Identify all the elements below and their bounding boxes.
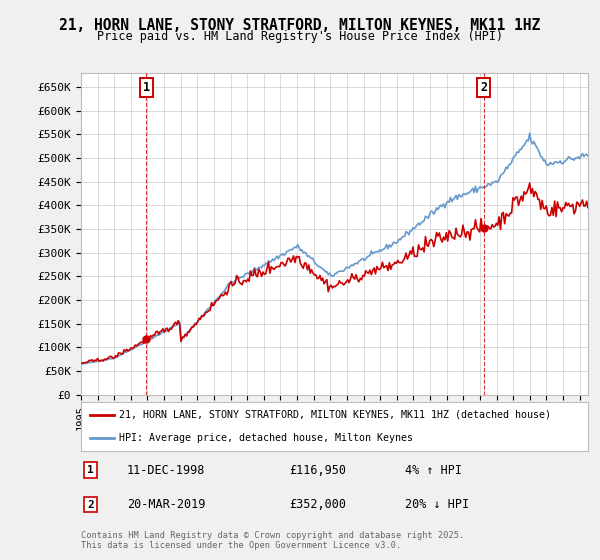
Text: 20% ↓ HPI: 20% ↓ HPI bbox=[406, 498, 470, 511]
Text: £352,000: £352,000 bbox=[289, 498, 346, 511]
Text: 11-DEC-1998: 11-DEC-1998 bbox=[127, 464, 205, 477]
Text: 21, HORN LANE, STONY STRATFORD, MILTON KEYNES, MK11 1HZ (detached house): 21, HORN LANE, STONY STRATFORD, MILTON K… bbox=[119, 410, 551, 420]
Text: 20-MAR-2019: 20-MAR-2019 bbox=[127, 498, 205, 511]
Text: 1: 1 bbox=[87, 465, 94, 475]
Text: HPI: Average price, detached house, Milton Keynes: HPI: Average price, detached house, Milt… bbox=[119, 433, 413, 444]
Text: 21, HORN LANE, STONY STRATFORD, MILTON KEYNES, MK11 1HZ: 21, HORN LANE, STONY STRATFORD, MILTON K… bbox=[59, 18, 541, 33]
Text: Price paid vs. HM Land Registry's House Price Index (HPI): Price paid vs. HM Land Registry's House … bbox=[97, 30, 503, 43]
Text: £116,950: £116,950 bbox=[289, 464, 346, 477]
Text: 4% ↑ HPI: 4% ↑ HPI bbox=[406, 464, 463, 477]
Text: 1: 1 bbox=[143, 81, 150, 94]
Text: Contains HM Land Registry data © Crown copyright and database right 2025.
This d: Contains HM Land Registry data © Crown c… bbox=[81, 531, 464, 550]
Text: 2: 2 bbox=[87, 500, 94, 510]
Text: 2: 2 bbox=[480, 81, 487, 94]
